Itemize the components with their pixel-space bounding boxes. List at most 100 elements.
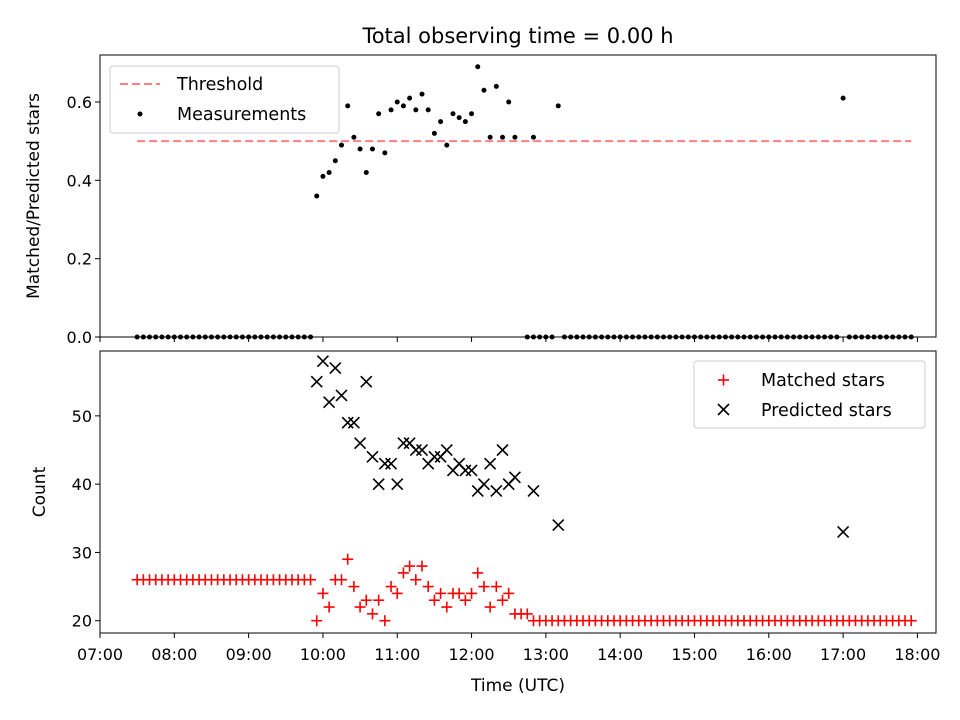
x-tick-label: 17:00 bbox=[820, 645, 866, 664]
measurement-point bbox=[506, 99, 512, 105]
matched-legend-swatch bbox=[718, 374, 729, 386]
matched-point bbox=[397, 567, 409, 579]
bottom-x-axis-label: Time (UTC) bbox=[470, 676, 565, 696]
y-tick-label: 20 bbox=[72, 612, 92, 631]
predicted-point bbox=[837, 525, 850, 539]
predicted-legend-label: Predicted stars bbox=[761, 401, 892, 421]
matched-point bbox=[453, 587, 465, 599]
top-x-axis bbox=[99, 337, 918, 342]
matched-point bbox=[311, 615, 323, 627]
matched-point bbox=[527, 615, 539, 627]
predicted-point bbox=[428, 450, 441, 463]
matched-point bbox=[484, 601, 496, 613]
top-legend: Threshold Measurements bbox=[109, 65, 340, 134]
matched-point bbox=[342, 553, 354, 565]
matched-point bbox=[410, 574, 422, 586]
measurement-point bbox=[450, 111, 456, 117]
predicted-point bbox=[378, 457, 391, 470]
measurement-point bbox=[487, 134, 493, 140]
predicted-point bbox=[397, 437, 410, 450]
top-y-axis-label: Matched/Predicted stars bbox=[24, 93, 44, 299]
matched-point bbox=[490, 581, 502, 593]
predicted-legend-swatch bbox=[717, 403, 730, 416]
top-panel: Total observing time = 0.00 h 0.00.20.40… bbox=[24, 24, 937, 347]
measurement-point bbox=[438, 119, 444, 125]
predicted-point bbox=[409, 443, 422, 457]
measurement-point bbox=[530, 134, 536, 140]
matched-point bbox=[905, 615, 917, 627]
measurement-point bbox=[407, 95, 413, 101]
matched-point bbox=[466, 587, 478, 599]
y-tick-label: 0.2 bbox=[67, 250, 92, 269]
x-tick-label: 18:00 bbox=[894, 645, 940, 664]
matched-point bbox=[360, 594, 372, 606]
measurement-point bbox=[394, 99, 400, 105]
predicted-point bbox=[415, 443, 429, 457]
matched-point bbox=[404, 560, 416, 572]
y-tick-label: 30 bbox=[72, 543, 92, 562]
measurement-point bbox=[500, 134, 506, 140]
predicted-point bbox=[440, 443, 453, 457]
measurement-point bbox=[314, 193, 320, 199]
y-tick-label: 0.4 bbox=[67, 171, 92, 190]
predicted-point bbox=[329, 362, 342, 375]
measurement-point bbox=[425, 107, 431, 113]
bottom-panel: 20 30 40 50 07:00 08:00 09:00 10:00 11:00 12:00 1… bbox=[30, 350, 940, 696]
bottom-legend: Matched stars Predicted stars bbox=[693, 360, 926, 429]
top-legend-box bbox=[109, 65, 340, 134]
bottom-y-axis-label: Count bbox=[30, 466, 50, 517]
measurement-point bbox=[345, 103, 351, 109]
measurement-point bbox=[475, 64, 481, 70]
predicted-point bbox=[391, 478, 404, 491]
measurement-point bbox=[413, 107, 419, 113]
matched-point bbox=[317, 587, 329, 599]
y-tick-label: 0.0 bbox=[67, 328, 92, 347]
measurement-point bbox=[444, 142, 450, 148]
bottom-y-axis: 20 30 40 50 bbox=[72, 407, 100, 631]
matched-point bbox=[366, 608, 378, 620]
measurement-point bbox=[388, 107, 394, 113]
x-tick-label: 16:00 bbox=[746, 645, 792, 664]
measurements-legend-swatch bbox=[137, 111, 143, 117]
measurement-point bbox=[456, 115, 462, 121]
matched-point bbox=[435, 587, 447, 599]
measurement-point bbox=[357, 146, 363, 152]
matched-point bbox=[422, 581, 434, 593]
measurement-point bbox=[363, 170, 369, 175]
measurement-point bbox=[481, 87, 487, 93]
matched-point bbox=[354, 601, 366, 613]
matched-point bbox=[521, 608, 533, 620]
predicted-point bbox=[372, 478, 385, 491]
matched-point bbox=[416, 560, 428, 572]
predicted-point bbox=[341, 416, 354, 429]
matched-point bbox=[459, 594, 471, 606]
x-tick-label: 07:00 bbox=[77, 645, 123, 664]
predicted-point bbox=[477, 478, 491, 491]
measurement-point bbox=[462, 119, 468, 125]
predicted-point bbox=[508, 471, 521, 484]
matched-point bbox=[503, 587, 515, 599]
measurement-point bbox=[431, 130, 437, 136]
measurement-point bbox=[339, 142, 345, 148]
predicted-point bbox=[366, 450, 379, 463]
predicted-point bbox=[552, 519, 565, 532]
matched-point bbox=[497, 594, 509, 606]
top-y-axis: 0.0 0.2 0.4 0.6 bbox=[67, 93, 100, 347]
top-axes-frame bbox=[99, 54, 937, 338]
x-tick-label: 13:00 bbox=[523, 645, 569, 664]
matched-point bbox=[336, 574, 348, 586]
measurement-point bbox=[400, 103, 406, 109]
matched-point bbox=[373, 594, 385, 606]
x-tick-label: 15:00 bbox=[671, 645, 717, 664]
predicted-point bbox=[316, 355, 329, 368]
predicted-point bbox=[496, 443, 509, 457]
x-tick-label: 08:00 bbox=[151, 645, 197, 664]
measurement-point bbox=[512, 134, 518, 140]
bottom-axes-frame bbox=[99, 350, 937, 634]
measurement-point bbox=[332, 158, 338, 164]
predicted-point bbox=[527, 484, 540, 498]
y-tick-label: 50 bbox=[72, 407, 92, 426]
x-tick-label: 14:00 bbox=[597, 645, 643, 664]
threshold-legend-label: Threshold bbox=[176, 75, 263, 95]
